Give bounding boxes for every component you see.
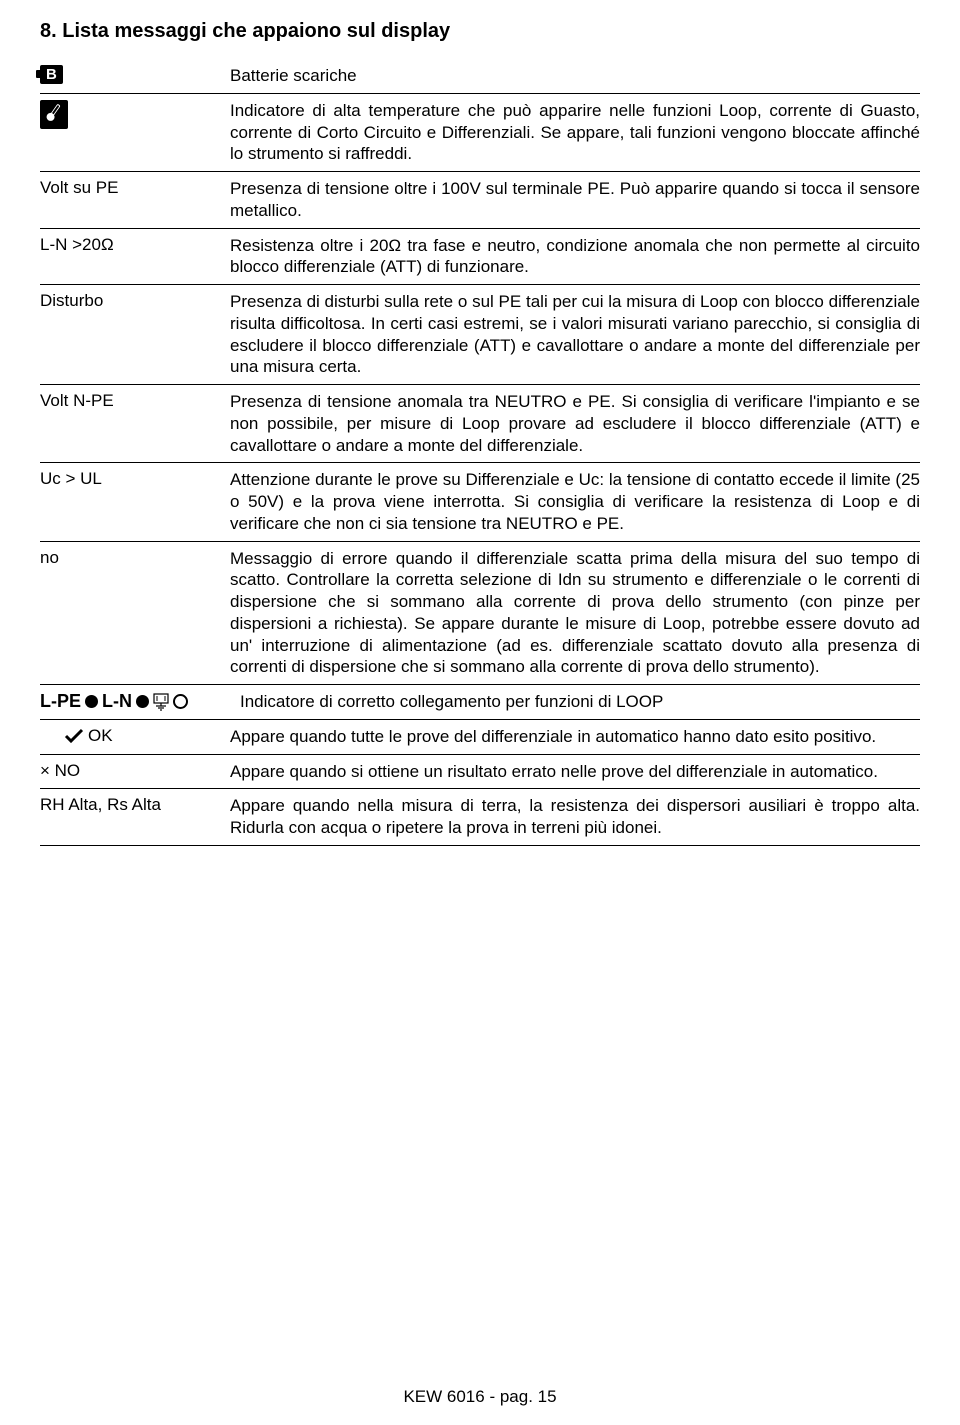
dot-icon	[136, 695, 149, 708]
desc-rh: Appare quando nella misura di terra, la …	[230, 795, 920, 839]
row-rh: RH Alta, Rs Alta Appare quando nella mis…	[40, 789, 920, 846]
desc-xno: Appare quando si ottiene un risultato er…	[230, 761, 920, 783]
row-voltnpe: Volt N-PE Presenza di tensione anomala t…	[40, 385, 920, 463]
ln-text: L-N	[102, 691, 132, 712]
desc-disturbo: Presenza di disturbi sulla rete o sul PE…	[230, 291, 920, 378]
label-thermo	[40, 100, 230, 129]
desc-lpe: Indicatore di corretto collegamento per …	[240, 691, 920, 713]
label-ln20: L-N >20Ω	[40, 235, 230, 255]
ok-text: OK	[88, 726, 113, 746]
dot-icon	[85, 695, 98, 708]
messages-table: B Batterie scariche Indicatore di alta t…	[40, 59, 920, 846]
check-icon	[64, 728, 84, 744]
label-ok: OK	[40, 726, 230, 746]
desc-ln20: Resistenza oltre i 20Ω tra fase e neutro…	[230, 235, 920, 279]
row-lpe: L-PE L-N Indicatore di corretto collegam…	[40, 685, 920, 720]
section-title: 8. Lista messaggi che appaiono sul displ…	[40, 20, 920, 43]
lpe-text: L-PE	[40, 691, 81, 712]
label-disturbo: Disturbo	[40, 291, 230, 311]
desc-no: Messaggio di errore quando il differenzi…	[230, 548, 920, 679]
label-no: no	[40, 548, 230, 568]
label-voltpe: Volt su PE	[40, 178, 230, 198]
row-ln20: L-N >20Ω Resistenza oltre i 20Ω tra fase…	[40, 229, 920, 286]
label-lpe: L-PE L-N	[40, 691, 240, 712]
desc-voltnpe: Presenza di tensione anomala tra NEUTRO …	[230, 391, 920, 456]
label-rh: RH Alta, Rs Alta	[40, 795, 230, 815]
label-ucul: Uc > UL	[40, 469, 230, 489]
desc-voltpe: Presenza di tensione oltre i 100V sul te…	[230, 178, 920, 222]
ground-icon	[153, 693, 169, 711]
page-footer: KEW 6016 - pag. 15	[0, 1387, 960, 1407]
label-battery: B	[40, 65, 230, 84]
row-thermo: Indicatore di alta temperature che può a…	[40, 94, 920, 172]
thermometer-icon	[40, 100, 68, 129]
row-xno: × NO Appare quando si ottiene un risulta…	[40, 755, 920, 790]
label-voltnpe: Volt N-PE	[40, 391, 230, 411]
row-battery: B Batterie scariche	[40, 59, 920, 94]
circle-icon	[173, 694, 188, 709]
desc-thermo: Indicatore di alta temperature che può a…	[230, 100, 920, 165]
row-no: no Messaggio di errore quando il differe…	[40, 542, 920, 686]
row-disturbo: Disturbo Presenza di disturbi sulla rete…	[40, 285, 920, 385]
row-voltpe: Volt su PE Presenza di tensione oltre i …	[40, 172, 920, 229]
label-xno: × NO	[40, 761, 230, 781]
battery-icon: B	[40, 65, 63, 84]
desc-battery: Batterie scariche	[230, 65, 920, 87]
row-ok: OK Appare quando tutte le prove del diff…	[40, 720, 920, 755]
desc-ok: Appare quando tutte le prove del differe…	[230, 726, 920, 748]
desc-ucul: Attenzione durante le prove su Differenz…	[230, 469, 920, 534]
row-ucul: Uc > UL Attenzione durante le prove su D…	[40, 463, 920, 541]
